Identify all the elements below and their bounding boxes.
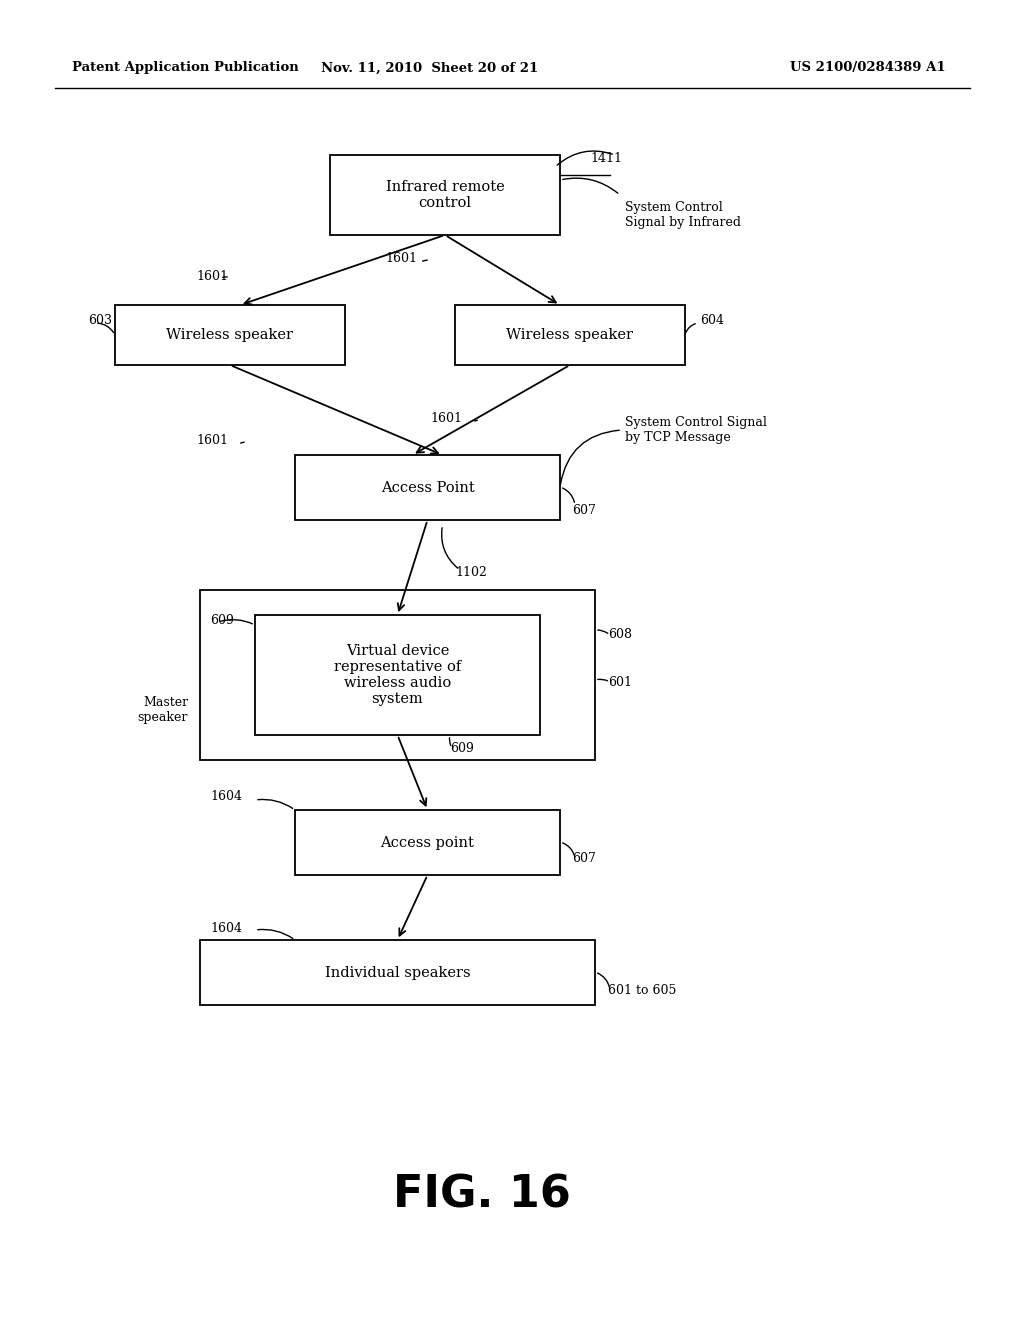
Text: Nov. 11, 2010  Sheet 20 of 21: Nov. 11, 2010 Sheet 20 of 21 [322, 62, 539, 74]
Text: 1102: 1102 [455, 565, 486, 578]
Text: 1601: 1601 [196, 433, 228, 446]
Text: System Control
Signal by Infrared: System Control Signal by Infrared [625, 201, 741, 228]
Text: Access Point: Access Point [381, 480, 474, 495]
Text: 604: 604 [700, 314, 724, 326]
Text: 603: 603 [88, 314, 112, 326]
Text: FIG. 16: FIG. 16 [393, 1173, 571, 1217]
Text: Virtual device
representative of
wireless audio
system: Virtual device representative of wireles… [334, 644, 461, 706]
Text: 601: 601 [608, 676, 632, 689]
Text: 609: 609 [210, 614, 233, 627]
Bar [200, 940, 595, 1005]
Text: 607: 607 [572, 851, 596, 865]
Bar [295, 455, 560, 520]
Text: 1604: 1604 [210, 921, 242, 935]
Bar [115, 305, 345, 366]
Text: Individual speakers: Individual speakers [325, 965, 470, 979]
Text: 1601: 1601 [385, 252, 417, 264]
Text: Wireless speaker: Wireless speaker [167, 327, 294, 342]
Bar [330, 154, 560, 235]
Text: 1411: 1411 [590, 152, 622, 165]
Text: System Control Signal
by TCP Message: System Control Signal by TCP Message [625, 416, 767, 444]
Text: 1601: 1601 [430, 412, 462, 425]
Text: 607: 607 [572, 503, 596, 516]
Bar [455, 305, 685, 366]
Text: 601 to 605: 601 to 605 [608, 983, 677, 997]
Text: Access point: Access point [381, 836, 474, 850]
Text: 608: 608 [608, 628, 632, 642]
Text: Infrared remote
control: Infrared remote control [386, 180, 505, 210]
Text: 1604: 1604 [210, 791, 242, 804]
Text: US 2100/0284389 A1: US 2100/0284389 A1 [790, 62, 945, 74]
Text: 609: 609 [450, 742, 474, 755]
Bar [200, 590, 595, 760]
Text: Patent Application Publication: Patent Application Publication [72, 62, 299, 74]
Text: Wireless speaker: Wireless speaker [507, 327, 634, 342]
Text: Master
speaker: Master speaker [137, 696, 188, 723]
Text: 1601: 1601 [196, 269, 228, 282]
Bar [295, 810, 560, 875]
Bar [255, 615, 540, 735]
